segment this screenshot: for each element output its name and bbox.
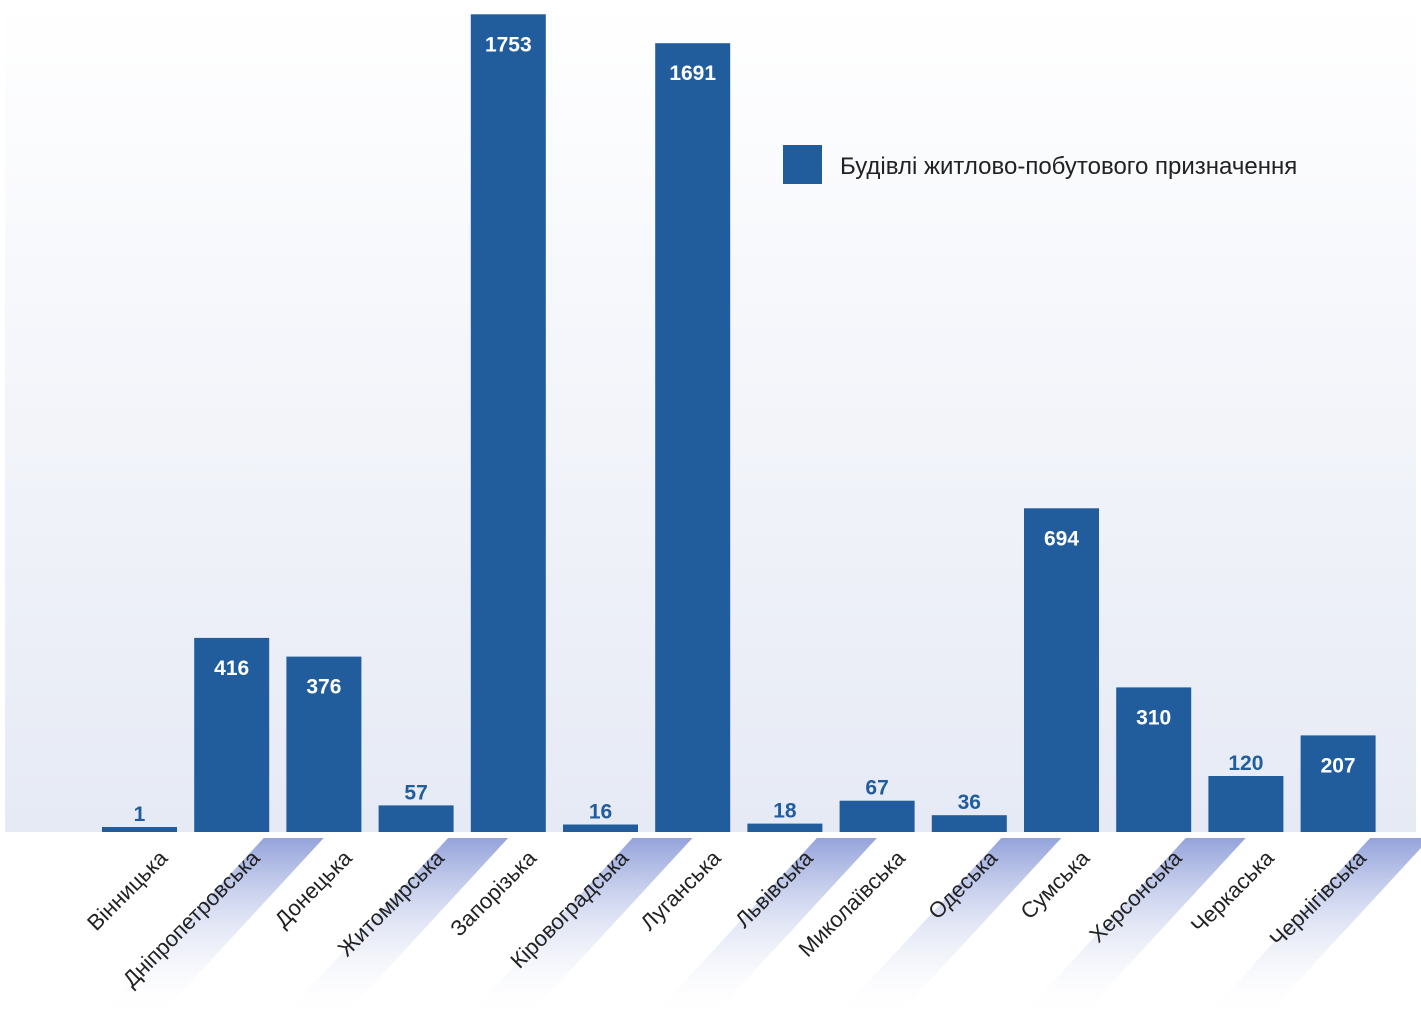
value-label: 36 [958, 791, 981, 814]
bar [839, 800, 915, 832]
legend-swatch [783, 145, 822, 184]
label-band [1204, 838, 1421, 1018]
value-label: 120 [1228, 752, 1263, 775]
legend: Будівлі житлово-побутового призначення [783, 145, 1297, 184]
bar [1300, 735, 1376, 832]
bar [1024, 508, 1099, 832]
bar [1208, 776, 1284, 832]
legend-label: Будівлі житлово-побутового призначення [840, 153, 1297, 180]
bar [286, 656, 362, 832]
value-label: 694 [1044, 527, 1079, 550]
value-label: 416 [214, 657, 249, 680]
label-band [650, 838, 877, 1018]
category-label: Вінницька [82, 845, 173, 936]
bar [470, 14, 546, 833]
label-band [282, 838, 509, 1018]
label-band [1019, 838, 1246, 1018]
value-label: 67 [865, 777, 888, 800]
label-band [97, 838, 324, 1018]
value-label: 1 [134, 803, 146, 826]
value-label: 16 [589, 801, 612, 824]
bar [563, 824, 638, 832]
bar [655, 43, 731, 832]
value-label: 57 [404, 781, 427, 804]
value-label: 1691 [669, 62, 716, 85]
bar [1116, 687, 1192, 832]
bar [102, 827, 177, 832]
label-band [835, 838, 1062, 1018]
label-band [466, 838, 693, 1018]
value-label: 310 [1136, 706, 1171, 729]
bar [931, 815, 1007, 832]
value-labels: 1 416 376 57 1753 16 1691 18 67 36 694 310 120 207 [134, 33, 1356, 826]
bars [102, 14, 1376, 833]
value-label: 376 [306, 676, 341, 699]
bar [378, 805, 454, 832]
label-bands [97, 838, 1421, 1018]
bar [194, 637, 270, 832]
bar [747, 823, 823, 832]
value-label: 207 [1321, 754, 1356, 777]
value-label: 18 [773, 800, 797, 823]
value-label: 1753 [485, 33, 532, 56]
